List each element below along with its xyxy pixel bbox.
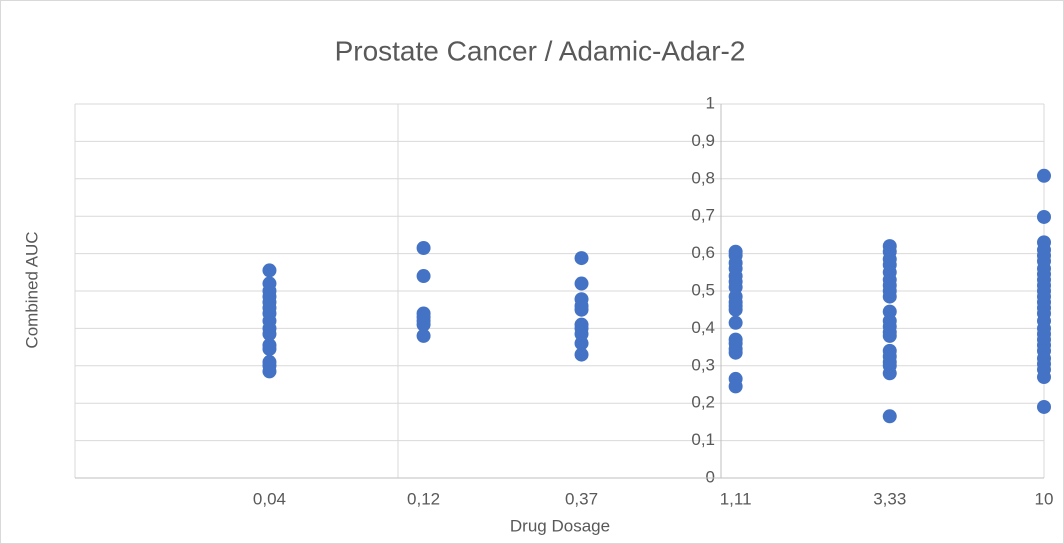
point xyxy=(262,327,277,342)
y-tick-label: 0,4 xyxy=(691,318,715,337)
point xyxy=(416,317,431,332)
point xyxy=(416,328,431,343)
point xyxy=(416,240,431,255)
x-tick-label: 0,04 xyxy=(253,489,286,508)
point xyxy=(574,251,589,266)
y-tick-label: 0,1 xyxy=(691,430,715,449)
chart-title: Prostate Cancer / Adamic-Adar-2 xyxy=(335,35,746,66)
y-tick-label: 0,2 xyxy=(691,393,715,412)
point xyxy=(1037,399,1051,414)
point xyxy=(728,315,743,330)
point xyxy=(574,336,589,351)
point xyxy=(574,347,589,362)
y-tick-label: 0,6 xyxy=(691,243,715,262)
x-tick-label: 0,12 xyxy=(407,489,440,508)
point xyxy=(262,263,277,278)
point xyxy=(882,328,897,343)
point xyxy=(416,269,431,284)
y-tick-label: 1 xyxy=(706,93,715,112)
y-tick-label: 0,8 xyxy=(691,168,715,187)
y-tick-label: 0,5 xyxy=(691,280,715,299)
point xyxy=(262,341,277,356)
point xyxy=(574,276,589,291)
point xyxy=(728,379,743,394)
point xyxy=(728,302,743,317)
y-tick-label: 0,7 xyxy=(691,206,715,225)
point xyxy=(728,345,743,360)
point xyxy=(262,364,277,379)
point xyxy=(1037,370,1051,385)
y-tick-label: 0,9 xyxy=(691,131,715,150)
y-tick-label: 0 xyxy=(706,467,715,486)
x-tick-label: 10 xyxy=(1035,489,1054,508)
point xyxy=(1037,209,1051,224)
point xyxy=(1037,168,1051,183)
y-axis-title: Combined AUC xyxy=(22,231,41,348)
x-tick-label: 0,37 xyxy=(565,489,598,508)
point xyxy=(882,366,897,381)
x-axis-title: Drug Dosage xyxy=(510,516,610,535)
point xyxy=(882,289,897,304)
point xyxy=(882,409,897,424)
x-tick-label: 3,33 xyxy=(873,489,906,508)
y-tick-label: 0,3 xyxy=(691,355,715,374)
x-tick-label: 1,11 xyxy=(720,489,752,508)
point xyxy=(574,302,589,317)
